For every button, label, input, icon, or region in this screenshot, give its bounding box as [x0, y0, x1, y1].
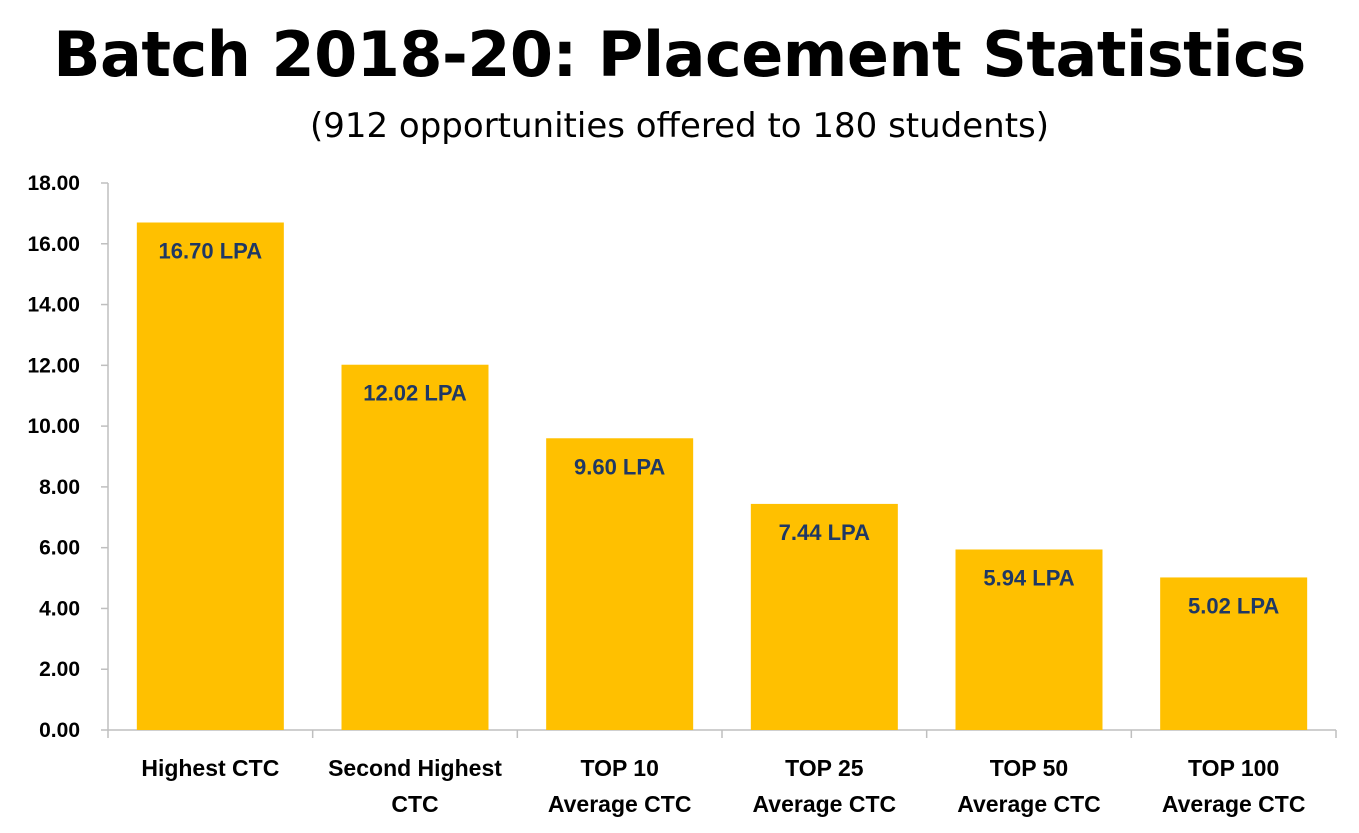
data-label: 12.02 LPA — [363, 381, 467, 406]
x-category-label: CTC — [391, 791, 438, 817]
x-category-label: TOP 50 — [990, 755, 1068, 781]
y-tick-label: 18.00 — [27, 172, 80, 195]
chart-axes: 0.00 2.00 4.00 6.00 8.00 10.00 12.00 14.00 16.00… — [27, 172, 1337, 742]
chart-title: Batch 2018-20: Placement Statistics — [53, 18, 1306, 91]
y-tick-label: 10.00 — [27, 415, 80, 438]
x-category-label: TOP 10 — [580, 755, 658, 781]
x-category-label: Average CTC — [548, 791, 692, 817]
bar — [955, 549, 1103, 730]
bar — [1160, 577, 1308, 730]
bar — [341, 364, 489, 730]
chart-labels: 16.70 LPA Highest CTC 12.02 LPA Second High… — [141, 239, 1305, 817]
chart-bars — [136, 222, 1308, 730]
bar — [136, 222, 284, 730]
x-category-label: Highest CTC — [141, 755, 279, 781]
data-label: 5.02 LPA — [1188, 593, 1279, 618]
y-tick-label: 2.00 — [39, 658, 80, 681]
data-label: 7.44 LPA — [779, 520, 870, 545]
data-label: 9.60 LPA — [574, 454, 665, 479]
x-category-label: Average CTC — [1162, 791, 1306, 817]
data-label: 16.70 LPA — [159, 239, 263, 264]
x-category-label: Average CTC — [957, 791, 1101, 817]
y-tick-label: 14.00 — [27, 294, 80, 317]
chart-subtitle: (912 opportunities offered to 180 studen… — [309, 106, 1050, 146]
x-category-label: Second Highest — [328, 755, 502, 781]
x-category-label: TOP 25 — [785, 755, 864, 781]
y-tick-label: 16.00 — [27, 233, 80, 256]
y-tick-label: 8.00 — [39, 476, 80, 499]
x-category-label: TOP 100 — [1188, 755, 1279, 781]
y-tick-label: 4.00 — [39, 597, 80, 620]
data-label: 5.94 LPA — [983, 565, 1074, 590]
bar — [750, 503, 898, 730]
x-category-label: Average CTC — [753, 791, 897, 817]
y-tick-label: 6.00 — [39, 537, 80, 560]
y-tick-label: 12.00 — [27, 354, 80, 377]
bar — [546, 438, 694, 730]
y-tick-label: 0.00 — [39, 719, 80, 742]
